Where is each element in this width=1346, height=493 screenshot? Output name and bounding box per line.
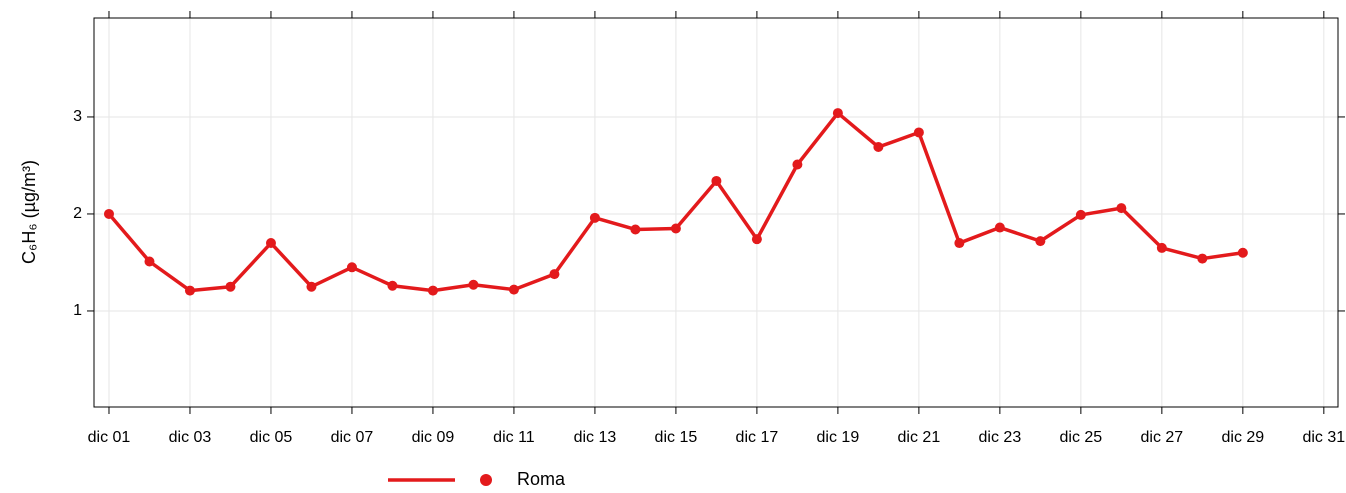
y-axis-label: C₆H₆ (µg/m³) [19,160,39,264]
legend-marker [480,474,492,486]
x-tick-label: dic 09 [412,429,455,446]
data-point [306,281,317,292]
data-point [751,234,762,245]
x-tick-label: dic 29 [1221,429,1264,446]
data-point [1237,247,1248,258]
x-tick-label: dic 17 [736,429,779,446]
x-tick-label: dic 25 [1060,429,1103,446]
data-point [225,281,236,292]
data-point [1156,242,1167,253]
data-point [630,224,641,235]
x-tick-label: dic 15 [655,429,698,446]
x-tick-label: dic 21 [898,429,941,446]
data-point [468,279,479,290]
x-tick-label: dic 19 [817,429,860,446]
data-point [387,280,398,291]
x-tick-label: dic 01 [88,429,131,446]
data-point [346,262,357,273]
x-tick-label: dic 07 [331,429,374,446]
data-point [994,222,1005,233]
data-point [792,159,803,170]
data-point [954,238,965,249]
legend-label: Roma [517,469,566,488]
data-point [873,142,884,153]
data-point [508,284,519,295]
data-point [1116,203,1127,214]
data-point [589,212,600,223]
data-point [711,175,722,186]
x-tick-label: dic 23 [979,429,1022,446]
data-point [427,285,438,296]
x-tick-label: dic 31 [1302,429,1345,446]
data-point [1075,209,1086,220]
y-tick-label: 3 [73,108,82,125]
data-point [184,285,195,296]
data-point [1197,253,1208,264]
data-point [832,108,843,119]
data-point [103,208,114,219]
data-point [549,269,560,280]
plot-frame [93,17,1339,408]
data-point [265,238,276,249]
y-tick-label: 1 [73,302,82,319]
data-point [670,223,681,234]
data-point [1035,236,1046,247]
x-tick-label: dic 27 [1140,429,1183,446]
x-tick-label: dic 05 [250,429,293,446]
data-point [913,127,924,138]
x-tick-label: dic 03 [169,429,212,446]
y-tick-label: 2 [73,205,82,222]
data-point [144,256,155,267]
x-tick-label: dic 11 [493,429,535,446]
x-tick-label: dic 13 [574,429,617,446]
